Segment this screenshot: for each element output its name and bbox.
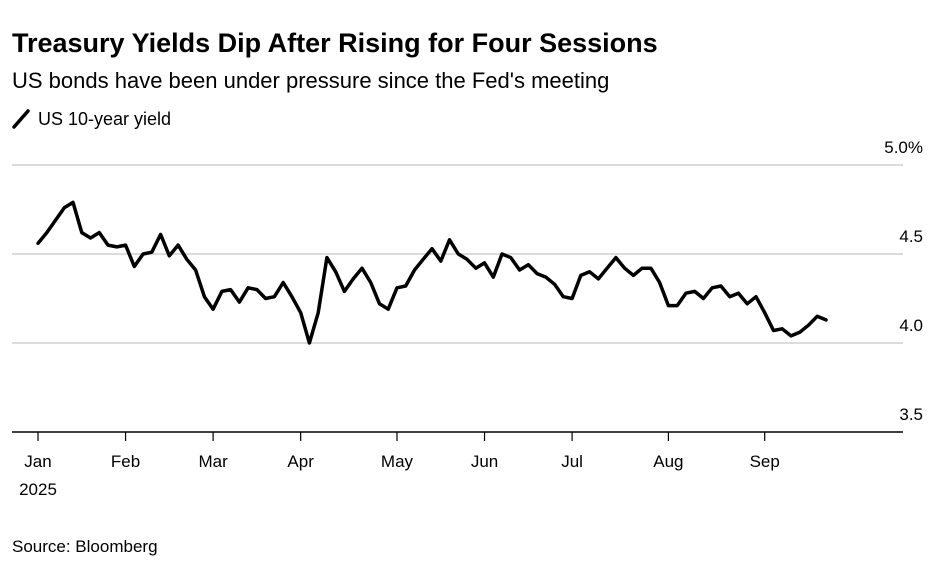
legend-label: US 10-year yield — [38, 109, 171, 129]
chart-subtitle: US bonds have been under pressure since … — [12, 68, 609, 93]
y-tick-label: 3.5 — [899, 405, 923, 424]
x-tick-label: May — [381, 452, 414, 471]
x-tick-label: Feb — [111, 452, 140, 471]
legend-swatch — [12, 109, 30, 129]
x-tick-label: Aug — [653, 452, 683, 471]
x-tick-label: Jan — [24, 452, 51, 471]
x-tick-label: Jul — [561, 452, 583, 471]
x-tick-label: Jun — [471, 452, 498, 471]
y-tick-label: 4.0 — [899, 316, 923, 335]
chart-title: Treasury Yields Dip After Rising for Fou… — [12, 28, 658, 58]
y-tick-label: 5.0% — [884, 138, 923, 157]
x-tick-label: Sep — [750, 452, 780, 471]
y-tick-label: 4.5 — [899, 227, 923, 246]
x-year-label: 2025 — [19, 480, 57, 499]
series-line — [36, 200, 828, 345]
source: Source: Bloomberg — [12, 537, 158, 556]
x-tick-label: Apr — [287, 452, 314, 471]
x-tick-label: Mar — [198, 452, 228, 471]
